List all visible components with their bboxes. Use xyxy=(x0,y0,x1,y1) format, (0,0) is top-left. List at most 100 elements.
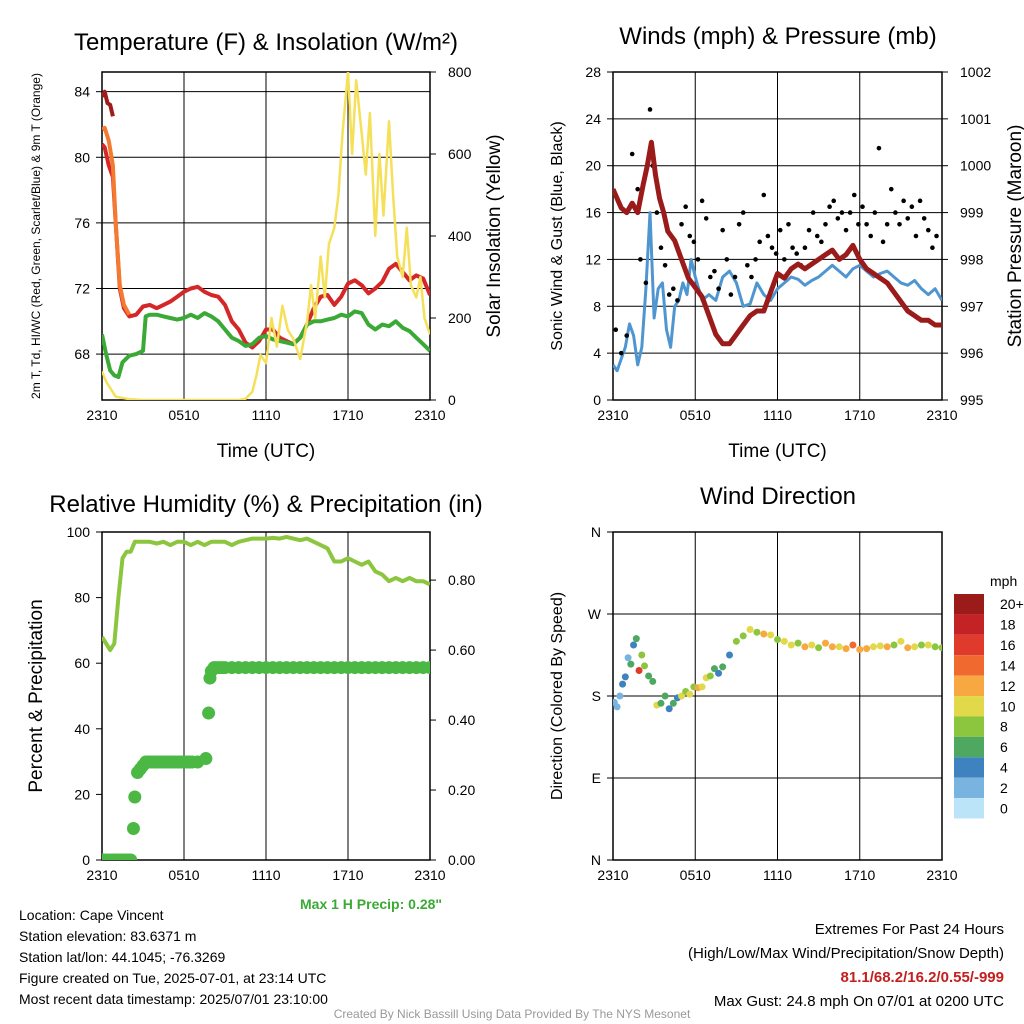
data-point xyxy=(635,186,640,192)
data-point xyxy=(749,274,754,280)
direction-point xyxy=(883,643,891,651)
direction-point xyxy=(821,639,829,647)
data-point xyxy=(839,210,845,215)
data-point xyxy=(691,239,697,245)
y-tick-label-left: S xyxy=(592,688,601,704)
extremes-panel: Extremes For Past 24 Hours (High/Low/Max… xyxy=(688,918,1004,1014)
grid xyxy=(101,532,431,860)
y-axis-label-left: Sonic Wind & Gust (Blue, Black) xyxy=(549,121,566,350)
y-tick-label-left: 0 xyxy=(82,852,90,868)
direction-point xyxy=(869,643,877,651)
max-gust-text: Max Gust: 24.8 mph On 07/01 at 0200 UTC xyxy=(713,993,1004,1010)
y-tick-label-left: 80 xyxy=(74,149,90,165)
direction-point xyxy=(808,641,816,649)
direction-point xyxy=(746,625,754,633)
plot-frame xyxy=(101,71,431,401)
data-point xyxy=(913,233,919,239)
max-precip-annotation: Max 1 H Precip: 0.28" xyxy=(300,896,443,912)
data-point xyxy=(814,233,820,239)
direction-point xyxy=(890,641,898,649)
y-tick-label-left: 100 xyxy=(67,524,91,540)
colorbar-swatch xyxy=(954,736,984,758)
x-tick-label: 0510 xyxy=(680,867,711,883)
chart-title: Temperature (F) & Insolation (W/m²) xyxy=(74,29,458,56)
plot-frame xyxy=(612,531,943,861)
direction-point xyxy=(616,692,624,700)
direction-point xyxy=(619,680,627,688)
data-point xyxy=(736,221,742,227)
direction-point xyxy=(753,628,761,636)
y-tick-label-right: 600 xyxy=(448,146,472,162)
colorbar-label: 12 xyxy=(1000,678,1016,694)
direction-point xyxy=(719,663,727,671)
direction-point xyxy=(787,641,795,649)
data-point xyxy=(901,198,906,204)
y-tick-label-left: 4 xyxy=(593,345,601,361)
direction-point xyxy=(849,641,857,649)
x-tick-label: 2310 xyxy=(414,867,445,883)
direction-point xyxy=(678,692,686,700)
x-tick-label: 1110 xyxy=(251,867,280,883)
created-text: Figure created on Tue, 2025-07-01, at 23… xyxy=(19,970,327,986)
y-tick-label-right: 999 xyxy=(960,205,984,221)
data-point xyxy=(202,706,216,720)
y-tick-label-left: 16 xyxy=(585,205,601,221)
y-tick-label-left: 76 xyxy=(74,215,90,231)
direction-point xyxy=(780,637,788,645)
colorbar-label: 20+ xyxy=(1000,596,1024,612)
direction-point xyxy=(698,683,706,691)
colorbar-swatch xyxy=(954,777,984,799)
data-point xyxy=(868,233,874,239)
data-point xyxy=(679,221,684,227)
y-tick-label-left: 20 xyxy=(585,158,601,174)
colorbar-swatch xyxy=(954,634,984,656)
colorbar-swatch xyxy=(954,594,984,615)
data-point xyxy=(740,210,746,215)
data-point xyxy=(613,327,619,333)
colorbar-label: 6 xyxy=(1000,739,1008,755)
x-tick-label: 2310 xyxy=(414,407,445,423)
data-point xyxy=(773,251,779,256)
plot-frame xyxy=(612,71,943,401)
direction-point xyxy=(632,635,640,643)
data-point xyxy=(703,216,709,221)
colorbar-swatch xyxy=(954,696,984,717)
direction-point xyxy=(710,665,718,673)
data-point xyxy=(888,186,894,192)
data-point xyxy=(647,107,653,112)
y-tick-label-right: 0.40 xyxy=(448,712,475,728)
y-axis-label-right: Solar Insolation (Yellow) xyxy=(484,134,505,337)
data-point xyxy=(675,298,680,303)
data-point xyxy=(794,251,799,256)
x-tick-label: 1710 xyxy=(844,867,875,883)
direction-point xyxy=(924,641,932,649)
data-point xyxy=(720,227,725,233)
data-point xyxy=(745,262,750,268)
series-line xyxy=(102,309,430,379)
x-tick-label: 2310 xyxy=(926,407,957,423)
y-tick-label-right: 400 xyxy=(448,228,472,244)
data-point xyxy=(753,257,758,262)
direction-point xyxy=(897,637,905,645)
x-tick-label: 2310 xyxy=(86,407,117,423)
colorbar-swatch xyxy=(954,614,984,635)
data-point xyxy=(724,257,730,262)
direction-point xyxy=(938,644,942,652)
data-point xyxy=(897,221,902,227)
y-axis-label-left: Direction (Colored By Speed) xyxy=(549,592,566,800)
direction-point xyxy=(842,645,850,653)
direction-point xyxy=(635,666,643,674)
direction-point xyxy=(706,672,714,680)
data-point xyxy=(909,204,915,210)
y-tick-label-right: 0.20 xyxy=(448,782,475,798)
data-point xyxy=(930,245,935,251)
data-point xyxy=(728,292,734,297)
y-axis-label-left: 2m T, Td, HI/WC (Red, Green, Scarlet/Blu… xyxy=(29,73,43,399)
data-point xyxy=(732,274,738,280)
data-point xyxy=(757,239,762,245)
x-tick-label: 1110 xyxy=(763,867,792,883)
y-tick-label-left: 8 xyxy=(593,298,601,314)
x-tick-label: 0510 xyxy=(168,867,199,883)
data-point xyxy=(934,233,939,239)
colorbar-swatch xyxy=(954,675,984,697)
